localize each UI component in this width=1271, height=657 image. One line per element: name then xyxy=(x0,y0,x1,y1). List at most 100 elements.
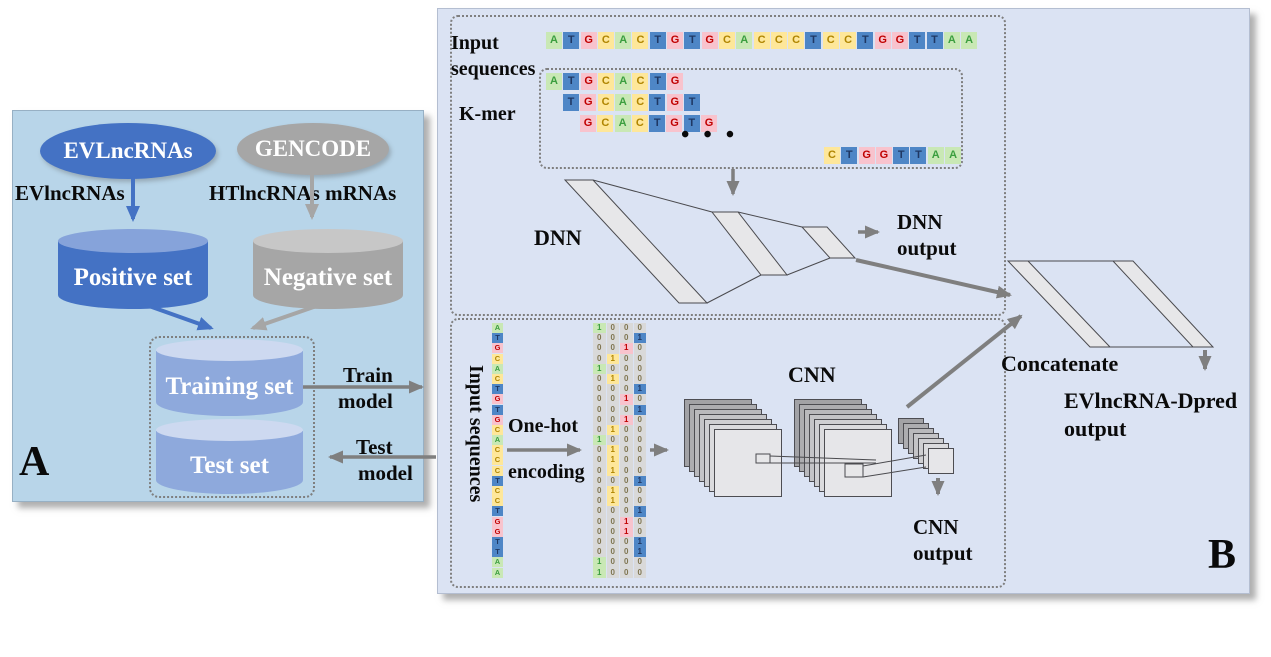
onehot-cell: 0 xyxy=(593,526,606,537)
nucleotide-tile-T: T xyxy=(492,547,503,558)
onehot-cell: 1 xyxy=(606,445,619,456)
nucleotide-tile-G: G xyxy=(891,32,908,49)
nucleotide-tile-G: G xyxy=(492,516,503,527)
nucleotide-tile-G: G xyxy=(666,115,683,132)
nucleotide-tile-T: T xyxy=(684,94,701,111)
nucleotide-tile-G: G xyxy=(667,73,684,90)
onehot-cell: 0 xyxy=(606,404,619,415)
onehot-cell: 0 xyxy=(620,557,633,568)
onehot-cell: 0 xyxy=(633,455,646,466)
onehot-cell: 1 xyxy=(593,557,606,568)
input-sequences-label: Input sequences xyxy=(451,30,535,82)
nucleotide-tile-T: T xyxy=(649,32,666,49)
onehot-cell: 1 xyxy=(593,435,606,446)
nucleotide-tile-C: C xyxy=(492,445,503,456)
train-arrow-label-line2: model xyxy=(338,389,393,413)
nucleotide-tile-C: C xyxy=(492,465,503,476)
test-set-cylinder: Test set xyxy=(156,419,303,494)
onehot-cell: 0 xyxy=(620,384,633,395)
onehot-cell: 0 xyxy=(620,323,633,334)
onehot-cell: 0 xyxy=(606,536,619,548)
nucleotide-tile-C: C xyxy=(597,73,614,90)
nucleotide-tile-C: C xyxy=(597,32,614,49)
evlncrnas-ellipse-label: EVLncRNAs xyxy=(63,138,193,163)
onehot-cell: 1 xyxy=(633,547,646,558)
onehot-cell: 0 xyxy=(620,486,633,497)
onehot-cell: 0 xyxy=(606,414,619,425)
nucleotide-tile-C: C xyxy=(632,94,649,111)
nucleotide-tile-G: G xyxy=(580,32,597,49)
dnn-output-label-line2: output xyxy=(897,236,957,260)
concatenate-label: Concatenate xyxy=(1001,351,1119,376)
onehot-cell: 0 xyxy=(633,567,646,578)
negative-set-cylinder-top xyxy=(253,229,403,253)
onehot-cell: 1 xyxy=(620,343,633,354)
onehot-cell: 0 xyxy=(633,343,646,354)
onehot-cell: 0 xyxy=(606,475,619,486)
onehot-cell: 0 xyxy=(620,353,633,364)
test-arrow-label-line2: model xyxy=(358,461,413,485)
onehot-cell: 1 xyxy=(593,567,606,578)
onehot-cell: 0 xyxy=(633,486,646,497)
nucleotide-tile-T: T xyxy=(492,506,503,517)
onehot-cell: 0 xyxy=(593,353,606,364)
onehot-cell: 1 xyxy=(633,333,646,344)
onehot-cell: 1 xyxy=(593,323,606,334)
final-output-label-line1: EVlncRNA-Dpred xyxy=(1064,388,1238,413)
training-set-cylinder-top xyxy=(156,339,303,361)
onehot-cell: 0 xyxy=(633,353,646,364)
nucleotide-tile-G: G xyxy=(701,32,718,49)
test-set-cylinder-top xyxy=(156,419,303,441)
nucleotide-tile-G: G xyxy=(492,394,503,405)
onehot-cell: 1 xyxy=(633,536,646,548)
negative-set-label: Negative set xyxy=(263,264,393,291)
onehot-cell: 0 xyxy=(593,465,606,476)
nucleotide-tile-T: T xyxy=(683,115,700,132)
onehot-cell: 0 xyxy=(633,526,646,537)
onehot-cell: 0 xyxy=(593,496,606,507)
nucleotide-tile-C: C xyxy=(632,73,649,90)
nucleotide-tile-A: A xyxy=(492,323,503,333)
dnn-output-label-line1: DNN xyxy=(897,210,943,234)
final-output-label: EVlncRNA-Dpred output xyxy=(1064,387,1237,443)
nucleotide-tile-A: A xyxy=(615,32,632,49)
onehot-cell: 1 xyxy=(633,384,646,395)
onehot-cell: 0 xyxy=(593,536,606,548)
onehot-cell: 0 xyxy=(633,373,646,385)
nucleotide-tile-T: T xyxy=(805,32,822,49)
nucleotide-tile-A: A xyxy=(492,435,503,446)
onehot-cell: 0 xyxy=(620,506,633,517)
onehot-cell: 0 xyxy=(606,343,619,354)
onehot-cell: 0 xyxy=(606,363,619,374)
nucleotide-tile-C: C xyxy=(597,115,614,132)
nucleotide-tile-A: A xyxy=(614,94,631,111)
cnn-branch-box xyxy=(450,318,1006,588)
onehot-cell: 0 xyxy=(593,394,606,405)
panel-b-corner-label: B xyxy=(1208,532,1237,578)
onehot-cell: 0 xyxy=(633,445,646,456)
onehot-cell: 0 xyxy=(593,384,606,395)
dnn-output-label: DNN output xyxy=(897,209,957,261)
onehot-cell: 1 xyxy=(606,373,619,385)
onehot-cell: 0 xyxy=(633,465,646,476)
training-set-cylinder-body xyxy=(156,351,303,416)
nucleotide-tile-C: C xyxy=(492,486,503,496)
nucleotide-tile-A: A xyxy=(492,363,503,374)
nucleotide-tile-C: C xyxy=(492,496,503,507)
onehot-cell: 0 xyxy=(620,435,633,446)
onehot-cell: 0 xyxy=(606,384,619,395)
onehot-cell: 0 xyxy=(620,536,633,548)
nucleotide-tile-A: A xyxy=(736,32,753,49)
nucleotide-tile-C: C xyxy=(824,147,840,164)
input-sequences-vertical-label: Input sequences xyxy=(465,365,487,503)
nucleotide-tile-C: C xyxy=(822,32,839,49)
nucleotide-tile-A: A xyxy=(945,147,962,164)
nucleotide-tile-T: T xyxy=(926,32,943,49)
nucleotide-tile-T: T xyxy=(492,404,503,415)
positive-set-label: Positive set xyxy=(73,264,193,291)
onehot-cell: 1 xyxy=(633,475,646,486)
nucleotide-tile-T: T xyxy=(563,73,580,90)
